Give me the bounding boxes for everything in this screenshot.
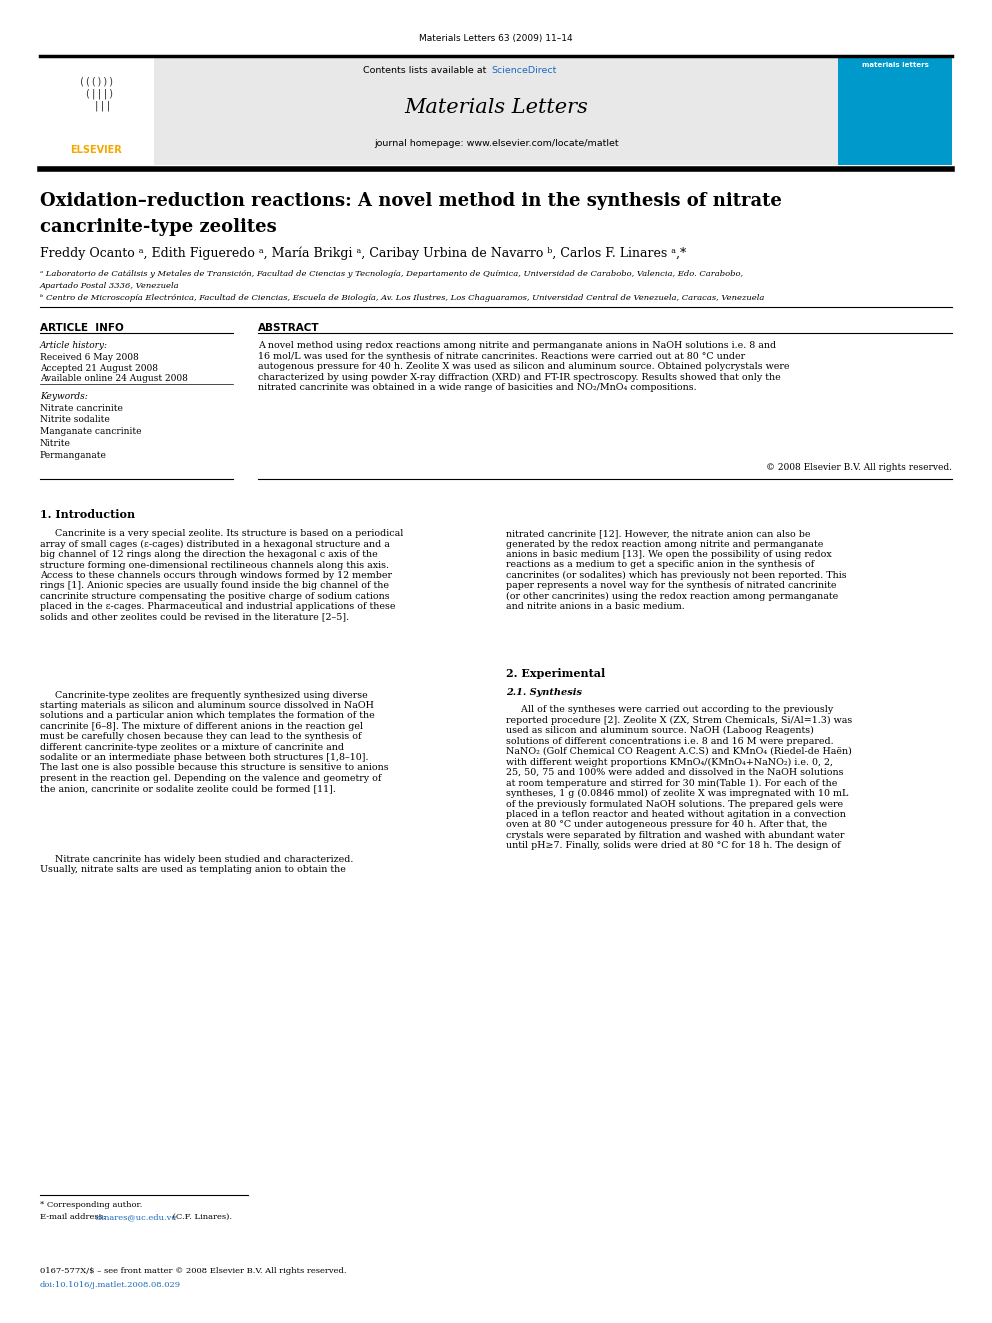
Text: Materials Letters: Materials Letters — [404, 98, 588, 116]
Text: (C.F. Linares).: (C.F. Linares). — [170, 1213, 231, 1221]
Text: * Corresponding author.: * Corresponding author. — [40, 1201, 142, 1209]
Text: Keywords:: Keywords: — [40, 392, 87, 401]
Text: Nitrate cancrinite: Nitrate cancrinite — [40, 404, 123, 413]
Text: 2.1. Synthesis: 2.1. Synthesis — [506, 688, 582, 697]
Text: ELSEVIER: ELSEVIER — [70, 144, 122, 155]
Text: E-mail address:: E-mail address: — [40, 1213, 108, 1221]
Text: Available online 24 August 2008: Available online 24 August 2008 — [40, 374, 187, 384]
Text: Cancrinite is a very special zeolite. Its structure is based on a periodical
arr: Cancrinite is a very special zeolite. It… — [40, 529, 403, 622]
Text: 1. Introduction: 1. Introduction — [40, 509, 135, 520]
Text: ScienceDirect: ScienceDirect — [491, 66, 557, 75]
Text: ᵃ Laboratorio de Catálisis y Metales de Transición, Facultad de Ciencias y Tecno: ᵃ Laboratorio de Catálisis y Metales de … — [40, 270, 743, 278]
Text: ARTICLE  INFO: ARTICLE INFO — [40, 323, 123, 333]
Text: Nitrite sodalite: Nitrite sodalite — [40, 415, 109, 425]
Text: Nitrite: Nitrite — [40, 439, 70, 448]
Text: Cancrinite-type zeolites are frequently synthesized using diverse
starting mater: Cancrinite-type zeolites are frequently … — [40, 691, 388, 794]
Text: Freddy Ocanto ᵃ, Edith Figueredo ᵃ, María Brikgi ᵃ, Caribay Urbina de Navarro ᵇ,: Freddy Ocanto ᵃ, Edith Figueredo ᵃ, Marí… — [40, 246, 685, 259]
Text: Permanganate: Permanganate — [40, 451, 106, 460]
Text: ((()))
 (|||)
  |||: ((())) (|||) ||| — [78, 77, 114, 111]
Text: Accepted 21 August 2008: Accepted 21 August 2008 — [40, 364, 158, 373]
Text: 2. Experimental: 2. Experimental — [506, 668, 605, 679]
Text: Received 6 May 2008: Received 6 May 2008 — [40, 353, 139, 363]
Text: All of the syntheses were carried out according to the previously
reported proce: All of the syntheses were carried out ac… — [506, 705, 852, 851]
Text: cancrinite-type zeolites: cancrinite-type zeolites — [40, 218, 277, 237]
Text: nitrated cancrinite [12]. However, the nitrate anion can also be
generated by th: nitrated cancrinite [12]. However, the n… — [506, 529, 846, 611]
Text: Article history:: Article history: — [40, 341, 108, 351]
Text: Apartado Postal 3336, Venezuela: Apartado Postal 3336, Venezuela — [40, 282, 180, 290]
Text: ABSTRACT: ABSTRACT — [258, 323, 319, 333]
Text: © 2008 Elsevier B.V. All rights reserved.: © 2008 Elsevier B.V. All rights reserved… — [766, 463, 952, 472]
Text: 0167-577X/$ – see front matter © 2008 Elsevier B.V. All rights reserved.: 0167-577X/$ – see front matter © 2008 El… — [40, 1267, 346, 1275]
Text: ᵇ Centro de Microscopía Electrónica, Facultad de Ciencias, Escuela de Biología, : ᵇ Centro de Microscopía Electrónica, Fac… — [40, 294, 764, 302]
Text: journal homepage: www.elsevier.com/locate/matlet: journal homepage: www.elsevier.com/locat… — [374, 139, 618, 148]
Text: Nitrate cancrinite has widely been studied and characterized.
Usually, nitrate s: Nitrate cancrinite has widely been studi… — [40, 855, 353, 875]
Text: Oxidation–reduction reactions: A novel method in the synthesis of nitrate: Oxidation–reduction reactions: A novel m… — [40, 192, 782, 210]
Text: Contents lists available at: Contents lists available at — [363, 66, 489, 75]
Text: Materials Letters 63 (2009) 11–14: Materials Letters 63 (2009) 11–14 — [420, 34, 572, 44]
Text: doi:10.1016/j.matlet.2008.08.029: doi:10.1016/j.matlet.2008.08.029 — [40, 1281, 181, 1289]
Text: clinares@uc.edu.ve: clinares@uc.edu.ve — [94, 1213, 177, 1221]
Text: Manganate cancrinite: Manganate cancrinite — [40, 427, 141, 437]
Text: materials letters: materials letters — [862, 62, 929, 69]
Text: A novel method using redox reactions among nitrite and permanganate anions in Na: A novel method using redox reactions amo… — [258, 341, 790, 392]
